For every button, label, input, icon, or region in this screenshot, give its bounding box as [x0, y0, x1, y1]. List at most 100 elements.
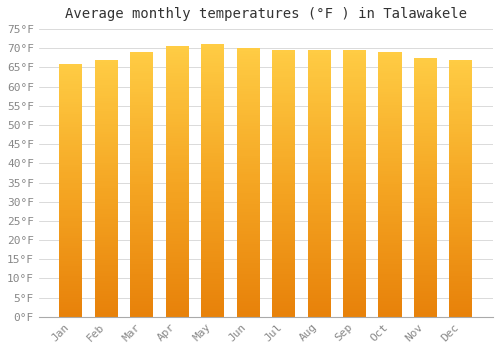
Bar	[236, 239, 260, 241]
Bar	[343, 69, 366, 71]
Bar	[414, 68, 437, 71]
Bar	[95, 271, 118, 273]
Bar	[60, 251, 82, 253]
Bar	[378, 230, 402, 232]
Bar	[414, 270, 437, 273]
Bar	[201, 88, 224, 91]
Bar	[166, 244, 189, 246]
Bar	[450, 304, 472, 307]
Bar	[308, 298, 330, 301]
Bar	[236, 228, 260, 231]
Bar	[201, 292, 224, 295]
Bar	[95, 268, 118, 271]
Bar	[414, 141, 437, 143]
Bar	[201, 148, 224, 150]
Bar	[166, 171, 189, 174]
Bar	[378, 269, 402, 272]
Bar	[414, 296, 437, 299]
Bar	[378, 259, 402, 261]
Bar	[378, 227, 402, 230]
Bar	[166, 49, 189, 52]
Bar	[236, 287, 260, 290]
Bar	[414, 110, 437, 112]
Bar	[343, 160, 366, 162]
Bar	[378, 108, 402, 110]
Bar	[236, 137, 260, 140]
Bar	[308, 135, 330, 138]
Bar	[60, 292, 82, 294]
Bar	[166, 206, 189, 209]
Bar	[414, 84, 437, 86]
Bar	[201, 314, 224, 317]
Bar	[166, 92, 189, 95]
Bar	[130, 240, 154, 243]
Bar	[378, 155, 402, 158]
Bar	[308, 226, 330, 229]
Bar	[308, 303, 330, 306]
Bar	[95, 181, 118, 183]
Bar	[95, 253, 118, 255]
Bar	[201, 216, 224, 219]
Bar	[343, 178, 366, 181]
Bar	[130, 147, 154, 150]
Bar	[450, 68, 472, 70]
Bar	[272, 218, 295, 221]
Bar	[450, 134, 472, 137]
Bar	[130, 285, 154, 288]
Bar	[378, 121, 402, 124]
Bar	[166, 314, 189, 317]
Bar	[95, 214, 118, 217]
Bar	[166, 309, 189, 312]
Bar	[60, 84, 82, 86]
Bar	[166, 57, 189, 60]
Bar	[236, 169, 260, 172]
Bar	[308, 157, 330, 160]
Bar	[95, 119, 118, 121]
Bar	[414, 307, 437, 309]
Bar	[414, 159, 437, 161]
Bar	[166, 95, 189, 98]
Bar	[130, 65, 154, 68]
Bar	[343, 125, 366, 127]
Bar	[95, 65, 118, 68]
Bar	[308, 93, 330, 96]
Bar	[343, 298, 366, 301]
Bar	[450, 219, 472, 222]
Bar	[60, 233, 82, 236]
Bar	[378, 285, 402, 288]
Bar	[95, 142, 118, 145]
Bar	[450, 83, 472, 85]
Bar	[272, 66, 295, 69]
Bar	[272, 106, 295, 109]
Bar	[378, 78, 402, 81]
Bar	[130, 235, 154, 237]
Bar	[343, 127, 366, 130]
Bar	[343, 266, 366, 269]
Bar	[201, 189, 224, 191]
Bar	[166, 233, 189, 236]
Bar	[272, 274, 295, 277]
Bar	[201, 194, 224, 197]
Bar	[166, 195, 189, 198]
Bar	[201, 227, 224, 230]
Bar	[450, 178, 472, 181]
Bar	[414, 115, 437, 117]
Bar	[308, 178, 330, 181]
Bar	[272, 229, 295, 231]
Bar	[414, 301, 437, 304]
Bar	[414, 81, 437, 84]
Bar	[60, 97, 82, 99]
Bar	[378, 118, 402, 121]
Bar	[343, 61, 366, 63]
Bar	[201, 249, 224, 251]
Bar	[343, 63, 366, 66]
Bar	[450, 278, 472, 281]
Bar	[95, 250, 118, 253]
Bar	[343, 90, 366, 93]
Bar	[166, 290, 189, 293]
Bar	[95, 152, 118, 155]
Bar	[378, 261, 402, 264]
Bar	[236, 72, 260, 75]
Bar	[130, 298, 154, 301]
Bar	[95, 278, 118, 281]
